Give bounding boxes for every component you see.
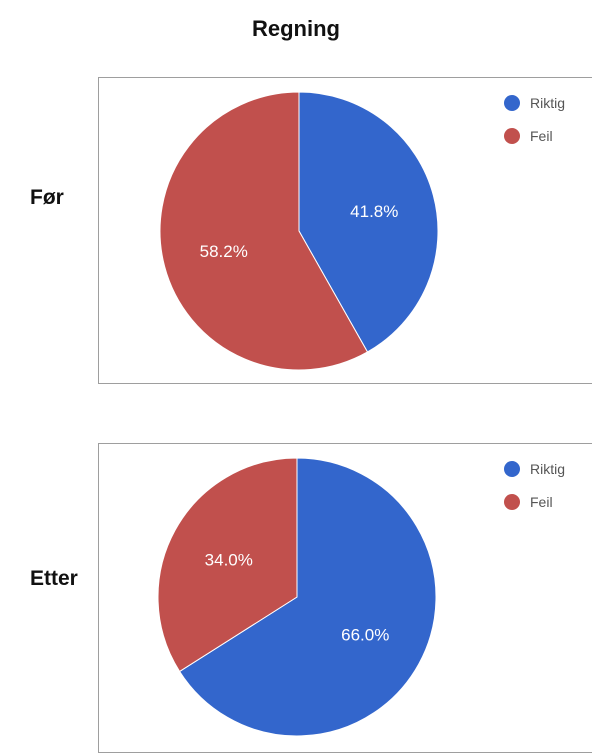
legend-label-feil: Feil xyxy=(530,128,553,144)
chart-1-container: 41.8% 58.2% Riktig Feil xyxy=(98,77,592,384)
slice-label-riktig: 66.0% xyxy=(341,625,389,644)
legend-label-feil: Feil xyxy=(530,494,553,510)
slice-label-riktig: 41.8% xyxy=(350,202,398,221)
pie-chart-after: 66.0% 34.0% Riktig Feil xyxy=(157,457,565,737)
chart-2-label: Etter xyxy=(30,567,78,590)
pie-slice-feil xyxy=(159,91,369,371)
legend-marker-feil xyxy=(504,128,520,144)
pie-slice-riktig xyxy=(178,457,437,737)
pie-slice-feil xyxy=(157,457,298,673)
legend-marker-riktig xyxy=(504,95,520,111)
slice-label-feil: 58.2% xyxy=(200,242,248,261)
chart-2-container: 66.0% 34.0% Riktig Feil xyxy=(98,443,592,753)
page-title: Regning xyxy=(252,16,340,41)
legend-label-riktig: Riktig xyxy=(530,461,565,477)
pie-slice-riktig xyxy=(298,91,439,353)
chart-1-label: Før xyxy=(30,186,64,209)
legend-marker-riktig xyxy=(504,461,520,477)
legend-label-riktig: Riktig xyxy=(530,95,565,111)
legend-marker-feil xyxy=(504,494,520,510)
pie-chart-before: 41.8% 58.2% Riktig Feil xyxy=(159,91,565,371)
slice-label-feil: 34.0% xyxy=(205,551,253,570)
